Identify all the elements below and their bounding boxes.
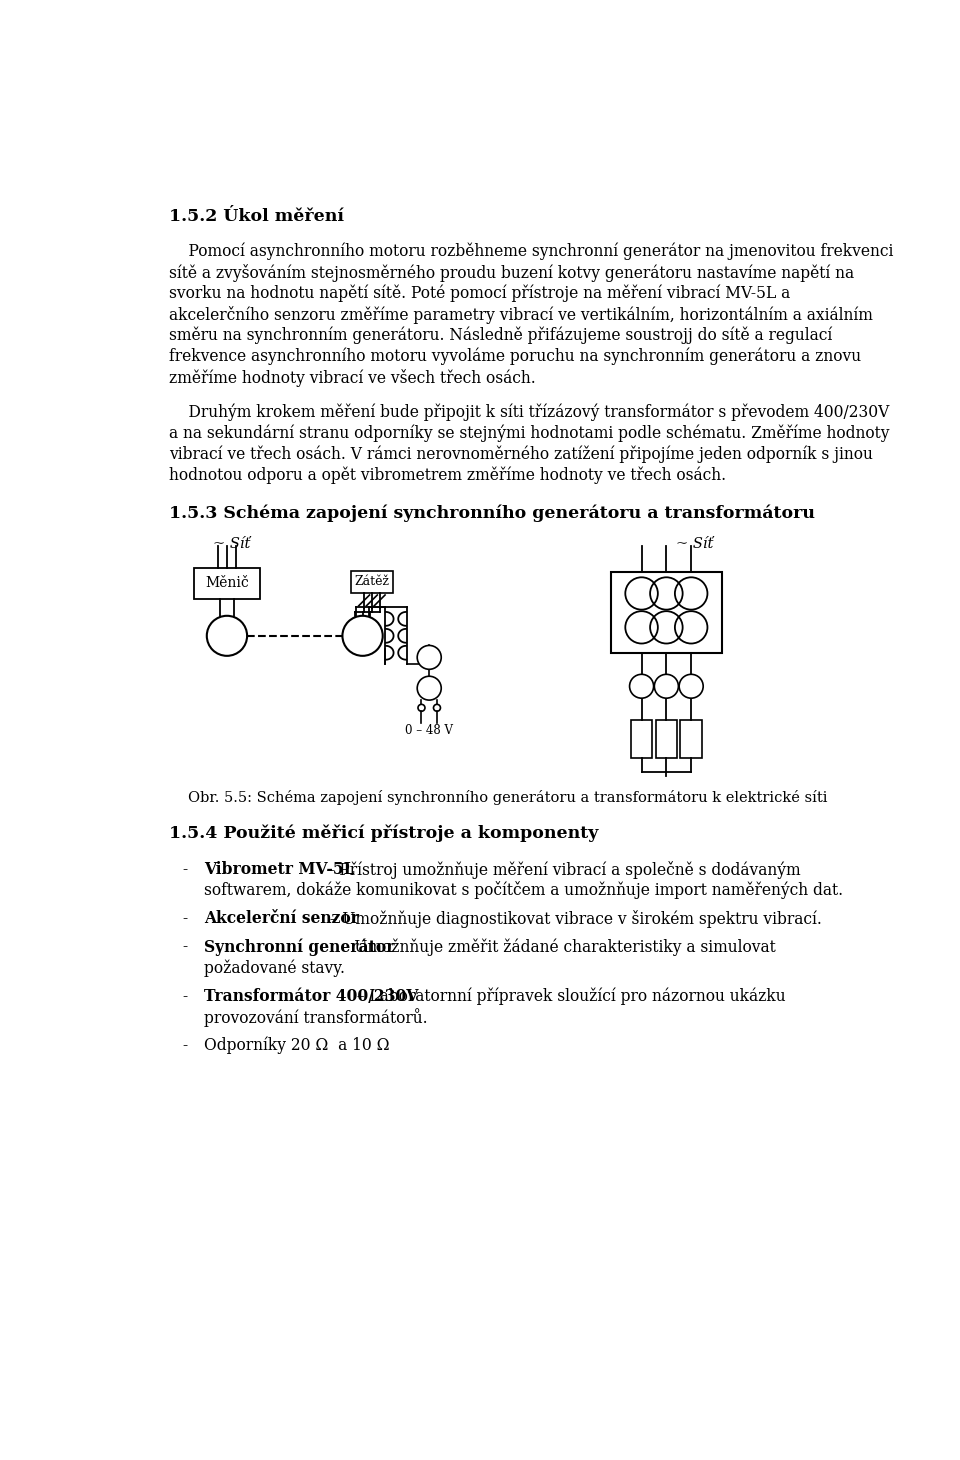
Text: V: V: [424, 651, 434, 664]
Text: Transformátor 400/230V: Transformátor 400/230V: [204, 988, 418, 1004]
Text: – Laboratornní přípravek sloužící pro názornou ukázku: – Laboratornní přípravek sloužící pro ná…: [352, 988, 786, 1004]
Text: A: A: [662, 680, 671, 692]
Text: Odporníky 20 Ω  a 10 Ω: Odporníky 20 Ω a 10 Ω: [204, 1037, 390, 1054]
Text: 1.5.3 Schéma zapojení synchronního generátoru a transformátoru: 1.5.3 Schéma zapojení synchronního gener…: [169, 504, 815, 521]
Text: – Umožnňuje diagnostikovat vibrace v širokém spektru vibrací.: – Umožnňuje diagnostikovat vibrace v šir…: [324, 910, 822, 929]
Text: softwarem, dokáže komunikovat s počítčem a umožnňuje import naměřených dat.: softwarem, dokáže komunikovat s počítčem…: [204, 882, 843, 899]
Text: frekvence asynchronního motoru vyvoláme poruchu na synchronním generátoru a znov: frekvence asynchronního motoru vyvoláme …: [169, 347, 861, 365]
Text: sítě a zvyšováním stejnosměrného proudu buzení kotvy generátoru nastavíme napětí: sítě a zvyšováním stejnosměrného proudu …: [169, 264, 854, 282]
Text: M: M: [216, 626, 238, 645]
Circle shape: [630, 675, 654, 698]
Text: vibrací ve třech osách. V rámci nerovnoměrného zatížení připojíme jeden odporník: vibrací ve třech osách. V rámci nerovnom…: [169, 445, 873, 463]
Text: požadované stavy.: požadované stavy.: [204, 959, 345, 977]
Text: A: A: [687, 680, 695, 692]
Text: změříme hodnoty vibrací ve všech třech osách.: změříme hodnoty vibrací ve všech třech o…: [169, 368, 536, 387]
Circle shape: [418, 676, 442, 701]
Text: -: -: [182, 1037, 188, 1054]
Text: provozování transformátorů.: provozování transformátorů.: [204, 1009, 427, 1028]
Text: Obr. 5.5: Schéma zapojení synchronního generátoru a transformátoru k elektrické : Obr. 5.5: Schéma zapojení synchronního g…: [188, 790, 828, 804]
Text: -: -: [182, 910, 188, 927]
Text: – Přístroj umožnňuje měření vibrací a společně s dodávaným: – Přístroj umožnňuje měření vibrací a sp…: [322, 860, 800, 879]
Text: A: A: [637, 680, 646, 692]
Bar: [350, 571, 394, 593]
Text: Vibrometr MV-5L: Vibrometr MV-5L: [204, 860, 354, 877]
Text: – Umožnňuje změřit žádané charakteristiky a simulovat: – Umožnňuje změřit žádané charakteristik…: [337, 939, 776, 956]
Text: Zátěž: Zátěž: [354, 575, 390, 588]
Text: A: A: [424, 682, 434, 695]
Text: 1.5.4 Použité měřicí přístroje a komponenty: 1.5.4 Použité měřicí přístroje a kompone…: [169, 825, 598, 842]
Text: -: -: [182, 939, 188, 955]
Text: Měnič: Měnič: [205, 577, 249, 590]
Text: 0 – 48 V: 0 – 48 V: [405, 724, 453, 737]
Bar: [631, 720, 653, 758]
Text: ~ Síť: ~ Síť: [213, 537, 251, 552]
Text: svorku na hodnotu napětí sítě. Poté pomocí přístroje na měření vibrací MV-5L a: svorku na hodnotu napětí sítě. Poté pomo…: [169, 285, 790, 302]
Text: a na sekundární stranu odporníky se stejnými hodnotami podle schématu. Změříme h: a na sekundární stranu odporníky se stej…: [169, 425, 889, 442]
Text: Druhým krokem měření bude připojit k síti třízázový transformátor s převodem 400: Druhým krokem měření bude připojit k sít…: [169, 403, 889, 420]
Bar: [194, 568, 259, 599]
Text: -: -: [182, 860, 188, 877]
Circle shape: [434, 704, 441, 711]
Text: akcelerčního senzoru změříme parametry vibrací ve vertikálním, horizontálním a a: akcelerčního senzoru změříme parametry v…: [169, 305, 873, 324]
Text: Pomocí asynchronního motoru rozběhneme synchronní generátor na jmenovitou frekve: Pomocí asynchronního motoru rozběhneme s…: [169, 242, 893, 260]
Text: ~ Síť: ~ Síť: [676, 537, 713, 552]
Text: Akcelerční senzor: Akcelerční senzor: [204, 910, 359, 927]
Circle shape: [679, 675, 703, 698]
Circle shape: [655, 675, 679, 698]
Circle shape: [343, 616, 383, 656]
Circle shape: [418, 704, 425, 711]
Text: -: -: [182, 988, 188, 1004]
Text: 1.5.2 Úkol měření: 1.5.2 Úkol měření: [169, 207, 344, 225]
Bar: [681, 720, 702, 758]
Bar: [656, 720, 677, 758]
Bar: [611, 572, 722, 653]
Text: hodnotou odporu a opět vibrometrem změříme hodnoty ve třech osách.: hodnotou odporu a opět vibrometrem změří…: [169, 466, 726, 483]
Text: SG: SG: [348, 626, 376, 645]
Circle shape: [418, 645, 442, 669]
Text: Synchronní generátor: Synchronní generátor: [204, 939, 395, 956]
Circle shape: [206, 616, 247, 656]
Text: směru na synchronním generátoru. Následně přifázujeme soustrojj do sítě a regula: směru na synchronním generátoru. Následn…: [169, 327, 832, 345]
